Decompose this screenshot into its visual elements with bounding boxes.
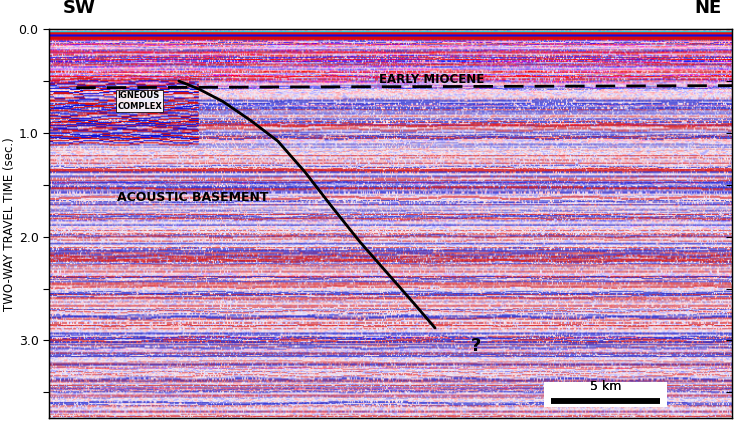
Text: EARLY MIOCENE: EARLY MIOCENE [379, 73, 484, 86]
Text: 5 km: 5 km [590, 380, 622, 393]
Text: IGNEOUS
COMPLEX: IGNEOUS COMPLEX [118, 91, 162, 111]
Text: 5 km: 5 km [590, 380, 622, 393]
Text: ACOUSTIC BASEMENT: ACOUSTIC BASEMENT [117, 191, 268, 204]
FancyBboxPatch shape [545, 382, 667, 407]
Y-axis label: TWO-WAY TRAVEL TIME (sec.): TWO-WAY TRAVEL TIME (sec.) [3, 137, 15, 311]
Text: SW: SW [62, 0, 96, 17]
Text: ?: ? [471, 336, 481, 354]
Text: NE: NE [695, 0, 722, 17]
